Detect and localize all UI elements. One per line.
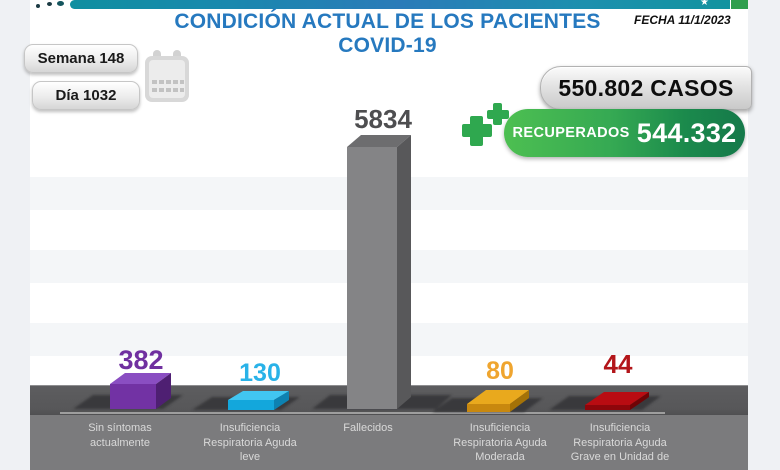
category-line: Grave en Unidad de [570,451,670,463]
bar-ira-grave [585,392,649,410]
axis-label-band [30,415,748,470]
category-line: Insuficiencia [589,422,651,434]
category-label-sin-sintomas: Sin síntomas actualmente [50,421,190,450]
category-line: Respiratoria Aguda [203,436,297,449]
category-line: leve [239,451,261,463]
category-label-ira-grave: Insuficiencia Respiratoria Aguda Grave e… [550,421,690,465]
date-label: FECHA 11/1/2023 [634,13,731,27]
value-label-sin-sintomas: 382 [118,345,164,375]
bar-ira-leve [228,391,289,410]
bar-ira-moderada [467,390,529,412]
platform-front-edge [60,412,665,414]
bar-sin-sintomas [110,373,171,409]
calendar-icon [143,48,193,111]
week-badge: Semana 148 [24,44,138,73]
category-line: Sin síntomas [88,422,152,434]
category-line: actualmente [90,436,150,449]
category-line: Respiratoria Aguda [573,436,667,449]
decorative-speck [36,4,40,8]
ribbon-green-end [731,0,748,9]
value-label-fallecidos: 5834 [354,104,412,134]
category-line: Respiratoria Aguda [453,436,547,449]
category-label-ira-moderada: Insuficiencia Respiratoria Aguda Moderad… [430,421,570,465]
recovered-badge: RECUPERADOS 544.332 [504,109,745,157]
value-label-ira-grave: 44 [603,349,633,379]
category-line: Fallecidos [343,422,393,434]
header-ribbon [70,0,730,9]
star-icon: ★ [700,0,709,8]
recovered-label: RECUPERADOS [512,125,630,141]
day-badge: Día 1032 [32,81,140,110]
bar-fallecidos [347,135,411,409]
category-line: Moderada [475,451,525,463]
page-title: CONDICIÓN ACTUAL DE LOS PACIENTES COVID-… [174,10,601,57]
category-line: Insuficiencia [469,422,531,434]
value-label-ira-leve: 130 [239,359,281,387]
medical-cross-icon [450,98,512,165]
category-line: Insuficiencia [219,422,281,434]
value-label-ira-moderada: 80 [486,357,514,385]
recovered-value: 544.332 [636,117,737,148]
category-label-ira-leve: Insuficiencia Respiratoria Aguda leve [180,421,320,465]
decorative-speck [47,2,52,6]
category-label-fallecidos: Fallecidos [298,421,438,436]
decorative-speck [57,1,64,6]
